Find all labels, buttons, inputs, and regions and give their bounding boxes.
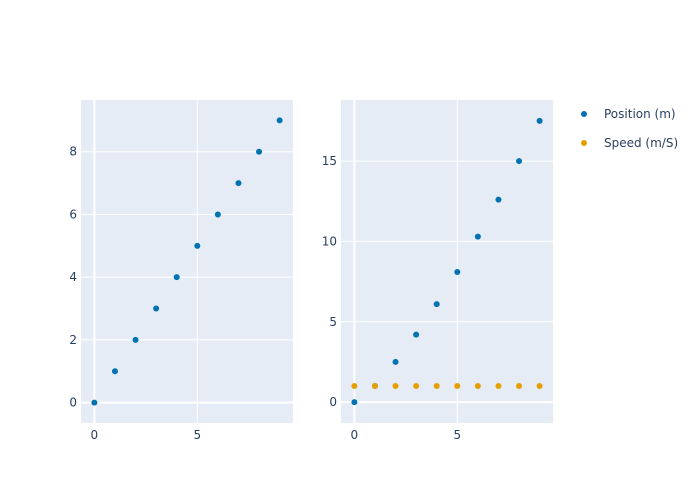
- y-tick-label: 0: [69, 396, 77, 410]
- data-point[interactable]: [474, 233, 481, 240]
- x-tick-label: 5: [193, 428, 201, 442]
- y-tick-label: 10: [322, 234, 337, 248]
- data-point[interactable]: [214, 211, 221, 218]
- data-point[interactable]: [516, 383, 523, 390]
- y-tick-label: 4: [69, 270, 77, 284]
- legend-item-position[interactable]: Position (m): [581, 107, 676, 121]
- legend[interactable]: Position (m) Speed (m/S): [581, 107, 678, 150]
- series-position-m-: [91, 117, 283, 406]
- right-subplot: 0 5 10 15 0 5: [322, 100, 553, 442]
- data-point[interactable]: [132, 336, 139, 343]
- data-point[interactable]: [454, 383, 461, 390]
- y-tick-label: 2: [69, 333, 77, 347]
- data-point[interactable]: [433, 301, 440, 308]
- y-tick-label: 6: [69, 207, 77, 221]
- data-point[interactable]: [536, 117, 543, 124]
- legend-marker-position: [581, 111, 587, 117]
- data-point[interactable]: [173, 274, 180, 281]
- data-point[interactable]: [91, 399, 98, 406]
- legend-label-position: Position (m): [604, 107, 676, 121]
- x-tick-label: 5: [453, 428, 461, 442]
- data-point[interactable]: [194, 242, 201, 249]
- data-point[interactable]: [351, 399, 358, 406]
- y-tick-label: 0: [329, 395, 337, 409]
- legend-label-speed: Speed (m/S): [604, 136, 678, 150]
- x-tick-label: 0: [91, 428, 99, 442]
- data-point[interactable]: [351, 383, 358, 390]
- y-tick-label: 8: [69, 145, 77, 159]
- y-tick-label: 5: [329, 315, 337, 329]
- data-point[interactable]: [392, 383, 399, 390]
- data-point[interactable]: [111, 368, 118, 375]
- data-point[interactable]: [495, 196, 502, 203]
- data-point[interactable]: [235, 180, 242, 187]
- data-point[interactable]: [454, 268, 461, 275]
- data-point[interactable]: [371, 383, 378, 390]
- plot-area: [81, 100, 293, 423]
- data-point[interactable]: [536, 383, 543, 390]
- series-position-m-: [351, 117, 543, 406]
- legend-marker-speed: [581, 140, 587, 146]
- x-tick-label: 0: [351, 428, 359, 442]
- data-point[interactable]: [256, 148, 263, 155]
- data-point[interactable]: [413, 331, 420, 338]
- plot-area: [341, 100, 553, 423]
- data-point[interactable]: [495, 383, 502, 390]
- data-point[interactable]: [516, 158, 523, 165]
- left-subplot: 0 2 4 6 8 0 5: [69, 100, 293, 442]
- data-point[interactable]: [433, 383, 440, 390]
- data-point[interactable]: [153, 305, 160, 312]
- legend-item-speed[interactable]: Speed (m/S): [581, 136, 678, 150]
- y-tick-label: 15: [322, 154, 337, 168]
- data-point[interactable]: [474, 383, 481, 390]
- data-point[interactable]: [392, 358, 399, 365]
- data-point[interactable]: [413, 383, 420, 390]
- data-point[interactable]: [276, 117, 283, 124]
- series-speed-m-s-: [351, 383, 543, 390]
